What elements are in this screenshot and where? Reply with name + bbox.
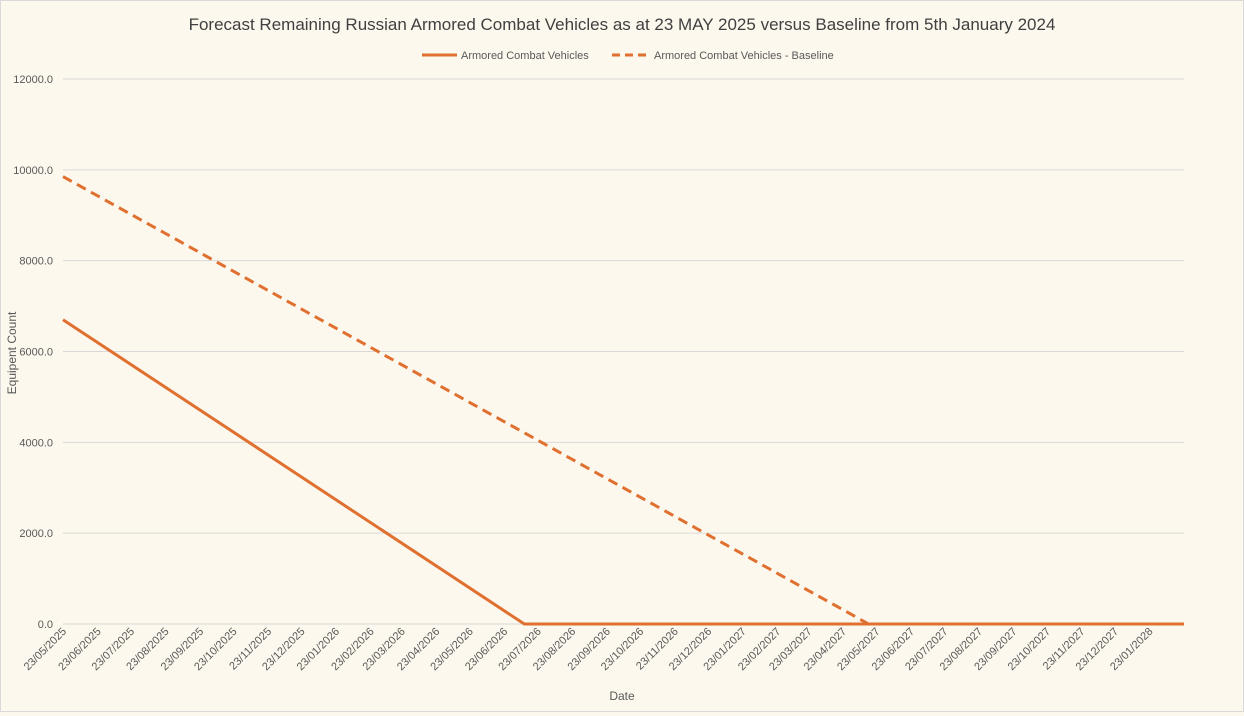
y-tick-label: 10000.0 [13, 165, 53, 177]
x-axis-label: Date [609, 689, 635, 703]
y-tick-label: 2000.0 [19, 528, 53, 540]
series-line-acv [62, 318, 1184, 626]
y-tick-label: 0.0 [38, 619, 53, 631]
legend-label-acv: Armored Combat Vehicles [461, 50, 589, 62]
y-tick-label: 12000.0 [13, 74, 53, 86]
legend: Armored Combat Vehicles Armored Combat V… [422, 50, 834, 62]
y-tick-label: 4000.0 [19, 437, 53, 449]
series-layer [62, 175, 1184, 626]
y-axis-ticks: 0.0 2000.0 4000.0 6000.0 8000.0 10000.0 12000.… [13, 74, 53, 631]
chart-title: Forecast Remaining Russian Armored Comba… [189, 15, 1056, 34]
y-tick-label: 6000.0 [19, 347, 53, 359]
y-axis-label: Equipent Count [5, 311, 19, 394]
gridlines [63, 78, 1184, 625]
series-line-baseline [62, 175, 870, 626]
legend-label-baseline: Armored Combat Vehicles - Baseline [654, 50, 834, 62]
x-axis-ticks: 23/05/202523/06/202523/07/202523/08/2025… [22, 626, 1156, 673]
y-tick-label: 8000.0 [19, 256, 53, 268]
